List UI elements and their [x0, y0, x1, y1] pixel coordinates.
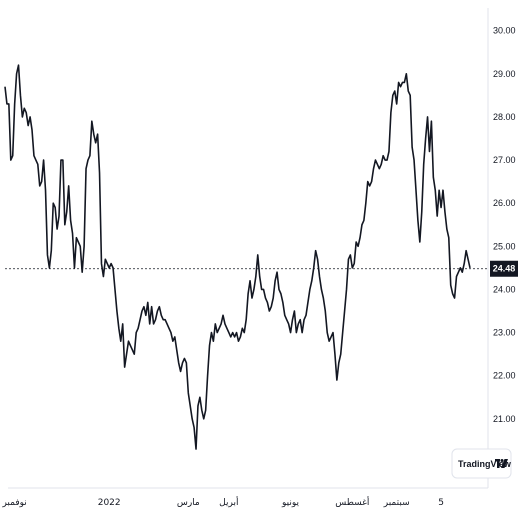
time-axis[interactable]: نوفمبر 2022 مارس أبريل يونيو أغسطس سبتمبر 5	[1, 496, 443, 508]
price-tick-label: 24.00	[493, 284, 516, 294]
time-tick-label: نوفمبر	[1, 498, 26, 508]
time-tick-label: سبتمبر	[383, 498, 410, 508]
price-tick-label: 22.00	[493, 371, 516, 381]
time-tick-label: 5	[438, 498, 444, 508]
tradingview-icon	[495, 459, 508, 468]
last-price-label: 24.48	[490, 260, 518, 277]
logo-text: TradingView	[458, 459, 512, 469]
price-tick-label: 25.00	[493, 241, 516, 251]
price-tick-label: 27.00	[493, 155, 516, 165]
time-tick-label: يونيو	[281, 498, 300, 508]
logo-badge	[451, 448, 512, 479]
price-tick-label: 23.00	[493, 328, 516, 338]
tradingview-logo[interactable]: TradingView	[451, 448, 512, 479]
price-tick-label: 30.00	[493, 26, 516, 36]
time-tick-label: مارس	[177, 498, 200, 508]
price-tick-label: 29.00	[493, 69, 516, 79]
time-tick-label: أغسطس	[335, 496, 369, 508]
price-series-line	[4, 64, 471, 450]
time-tick-label: أبريل	[219, 496, 238, 508]
last-price-label-bg	[490, 260, 518, 277]
price-tick-label: 28.00	[493, 112, 516, 122]
time-tick-label: 2022	[98, 498, 121, 508]
price-axis[interactable]: 30.00 29.00 28.00 27.00 26.00 25.00 24.00 23.00…	[493, 26, 516, 424]
last-price-label-text: 24.48	[493, 264, 516, 274]
price-tick-label: 26.00	[493, 198, 516, 208]
price-tick-label: 21.00	[493, 414, 516, 424]
